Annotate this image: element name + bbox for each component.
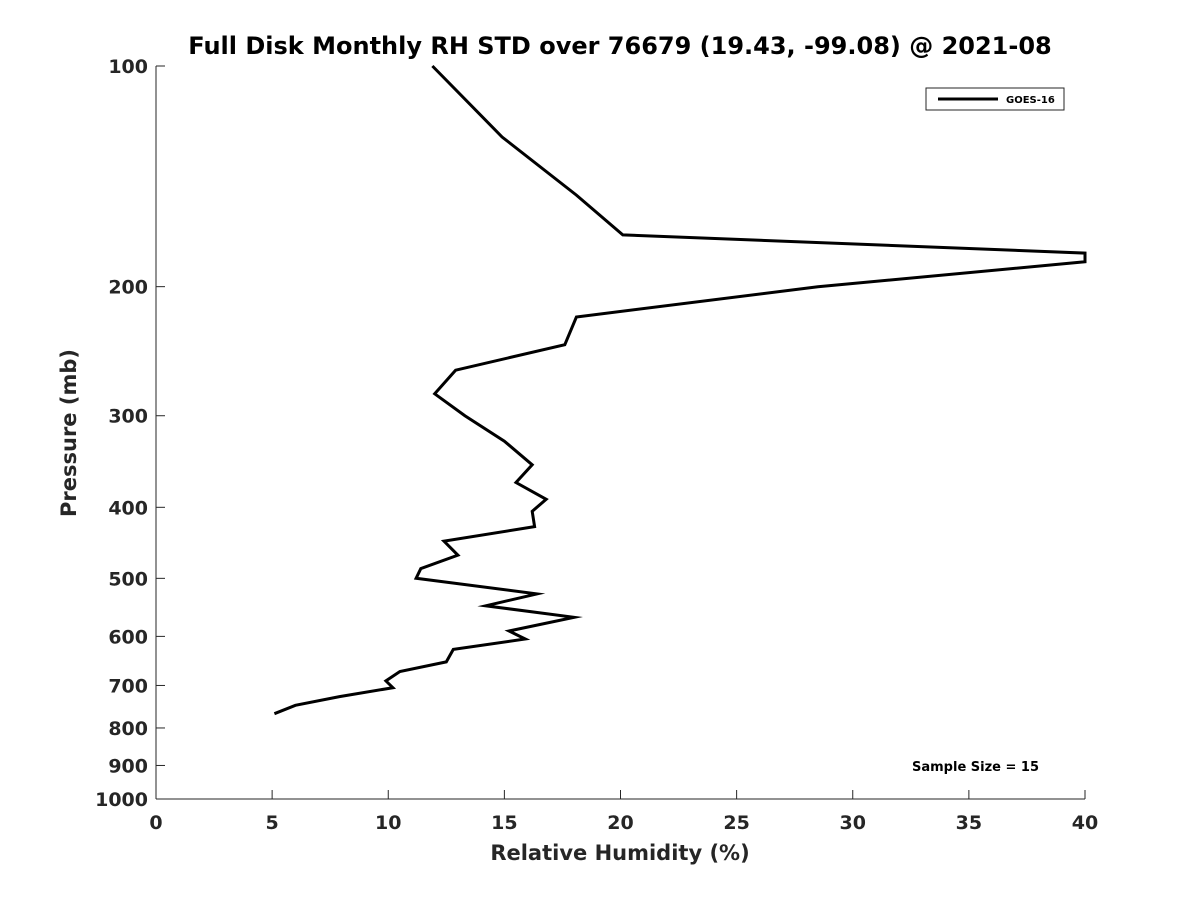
y-tick-label: 500 [108, 568, 148, 590]
y-axis-ticks: 100 200 300 400 500 600 700 800 900 1000 [95, 56, 165, 811]
y-tick-label: 900 [108, 755, 148, 777]
legend: GOES-16 [925, 87, 1065, 111]
sample-size-annotation: Sample Size = 15 [912, 760, 1039, 775]
x-tick-label: 0 [149, 812, 162, 834]
series-line-goes-16 [273, 64, 1087, 716]
y-tick-label: 800 [108, 718, 148, 740]
y-tick-label: 600 [108, 626, 148, 648]
x-tick-label: 15 [491, 812, 517, 834]
x-axis-label: Relative Humidity (%) [490, 841, 749, 865]
x-tick-label: 35 [956, 812, 982, 834]
y-tick-label: 1000 [95, 789, 148, 811]
chart-title: Full Disk Monthly RH STD over 76679 (19.… [188, 32, 1051, 60]
y-tick-label: 200 [108, 277, 148, 299]
y-tick-label: 400 [108, 497, 148, 519]
y-tick-label: 300 [108, 406, 148, 428]
x-tick-label: 20 [607, 812, 633, 834]
x-tick-label: 40 [1072, 812, 1098, 834]
legend-label-goes-16: GOES-16 [1006, 95, 1055, 106]
x-axis-ticks: 0 5 10 15 20 25 30 35 40 [149, 790, 1098, 834]
y-tick-label: 100 [108, 56, 148, 78]
x-tick-label: 5 [266, 812, 279, 834]
y-axis-label: Pressure (mb) [57, 349, 81, 517]
x-tick-label: 30 [840, 812, 866, 834]
plot-axes [155, 66, 1085, 800]
x-tick-label: 25 [723, 812, 749, 834]
series-layer [273, 64, 1087, 716]
y-tick-label: 700 [108, 675, 148, 697]
x-tick-label: 10 [375, 812, 401, 834]
